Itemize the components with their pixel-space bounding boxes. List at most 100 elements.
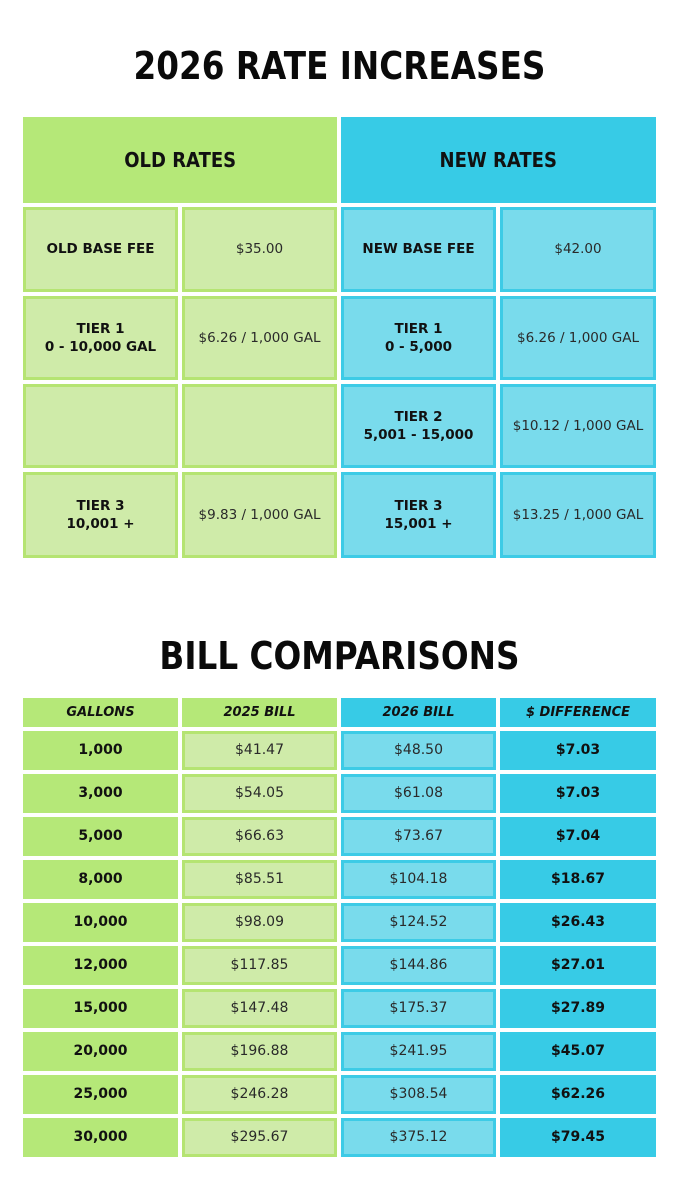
- old-rate-label: TIER 3 10,001 +: [23, 472, 178, 558]
- difference-cell: $27.01: [500, 946, 656, 985]
- new-rate-label: TIER 1 0 - 5,000: [341, 296, 496, 380]
- new-rate-value-text: $10.12 / 1,000 GAL: [512, 417, 644, 434]
- new-rate-value-text: $42.00: [554, 241, 602, 258]
- new-rate-value-text: $6.26 / 1,000 GAL: [517, 329, 639, 346]
- gallons-cell: 12,000: [23, 946, 178, 985]
- new-rate-value-text: $13.25 / 1,000 GAL: [512, 506, 644, 523]
- gallons-cell: 25,000: [23, 1075, 178, 1114]
- gallons-cell-text: 25,000: [73, 1086, 128, 1103]
- bill-2025-cell-text: $85.51: [235, 871, 284, 888]
- bill-2025-cell: $85.51: [182, 860, 337, 899]
- bill-2026-header-label: 2026 BILL: [382, 704, 455, 720]
- old-rate-value-text: $9.83 / 1,000 GAL: [198, 506, 321, 523]
- old-rate-label-line: OLD BASE FEE: [46, 241, 155, 258]
- gallons-header-label: GALLONS: [66, 704, 135, 720]
- bill-2025-cell: $295.67: [182, 1118, 337, 1157]
- gallons-cell: 1,000: [23, 731, 178, 770]
- bill-2025-cell-text: $98.09: [235, 914, 284, 931]
- bill-2025-cell: $196.88: [182, 1032, 337, 1071]
- gallons-cell: 8,000: [23, 860, 178, 899]
- difference-cell: $27.89: [500, 989, 656, 1028]
- bill-2026-cell: $144.86: [341, 946, 496, 985]
- new-rate-label: TIER 3 15,001 +: [341, 472, 496, 558]
- bill-2026-cell: $375.12: [341, 1118, 496, 1157]
- gallons-cell: 5,000: [23, 817, 178, 856]
- new-rate-label-line: NEW BASE FEE: [362, 241, 475, 258]
- old-rate-value-text: $35.00: [235, 241, 284, 258]
- old-rate-label-line: TIER 1: [76, 320, 125, 337]
- bill-2025-cell-text: $66.63: [235, 828, 284, 845]
- difference-cell-text: $7.03: [555, 742, 601, 759]
- gallons-cell: 10,000: [23, 903, 178, 942]
- gallons-cell: 3,000: [23, 774, 178, 813]
- bill-2025-cell: $246.28: [182, 1075, 337, 1114]
- bill-2025-cell: $54.05: [182, 774, 337, 813]
- difference-cell: $79.45: [500, 1118, 656, 1157]
- difference-cell: $7.03: [500, 731, 656, 770]
- gallons-cell-text: 3,000: [78, 785, 123, 802]
- bill-2025-cell: $41.47: [182, 731, 337, 770]
- new-rate-value: $10.12 / 1,000 GAL: [500, 384, 656, 468]
- difference-header-label: $ DIFFERENCE: [525, 704, 631, 720]
- difference-cell-text: $7.04: [555, 828, 601, 845]
- difference-cell-text: $62.26: [550, 1086, 606, 1103]
- old-rate-label-line: TIER 3: [76, 497, 125, 514]
- bill-2025-cell-text: $295.67: [230, 1129, 289, 1146]
- bill-2025-cell-text: $196.88: [230, 1043, 289, 1060]
- new-rate-value: $42.00: [500, 207, 656, 292]
- bill-2025-cell: $98.09: [182, 903, 337, 942]
- bill-2026-cell-text: $375.12: [389, 1129, 448, 1146]
- old-rate-label: [23, 384, 178, 468]
- bill-2025-header-label: 2025 BILL: [223, 704, 296, 720]
- gallons-cell: 20,000: [23, 1032, 178, 1071]
- bill-2026-cell: $48.50: [341, 731, 496, 770]
- bill-2026-cell-text: $175.37: [389, 1000, 448, 1017]
- old-rate-label-line: 10,001 +: [66, 516, 135, 532]
- gallons-cell-text: 20,000: [73, 1043, 128, 1060]
- old-rate-value: $9.83 / 1,000 GAL: [182, 472, 337, 558]
- difference-cell-text: $45.07: [550, 1043, 606, 1060]
- bill-2026-cell-text: $241.95: [389, 1043, 448, 1060]
- new-rate-label-line: TIER 2: [394, 408, 443, 425]
- bill-2026-cell: $175.37: [341, 989, 496, 1028]
- gallons-cell-text: 1,000: [78, 742, 123, 759]
- old-rates-header-label: OLD RATES: [124, 147, 236, 172]
- gallons-cell-text: 5,000: [78, 828, 123, 845]
- bill-2025-cell-text: $117.85: [230, 957, 289, 974]
- old-rates-header: OLD RATES: [23, 117, 337, 203]
- old-rate-label-line: 0 - 10,000 GAL: [44, 339, 157, 355]
- bill-2026-cell: $73.67: [341, 817, 496, 856]
- bill-2025-cell-text: $246.28: [230, 1086, 289, 1103]
- new-rate-label-line: TIER 3: [394, 497, 443, 514]
- difference-cell-text: $26.43: [550, 914, 606, 931]
- bill-2025-cell: $147.48: [182, 989, 337, 1028]
- bill-2025-cell-text: $41.47: [235, 742, 284, 759]
- bill-2026-cell: $124.52: [341, 903, 496, 942]
- old-rate-label: OLD BASE FEE: [23, 207, 178, 292]
- bill-2026-cell: $61.08: [341, 774, 496, 813]
- bill-2025-cell-text: $54.05: [235, 785, 284, 802]
- gallons-cell: 15,000: [23, 989, 178, 1028]
- difference-cell: $18.67: [500, 860, 656, 899]
- bill-2026-cell-text: $73.67: [394, 828, 443, 845]
- bill-2025-header: 2025 BILL: [182, 698, 337, 727]
- gallons-cell-text: 10,000: [73, 914, 128, 931]
- old-rate-value-text: $6.26 / 1,000 GAL: [198, 329, 321, 346]
- gallons-cell-text: 8,000: [78, 871, 123, 888]
- gallons-cell-text: 15,000: [73, 1000, 128, 1017]
- gallons-cell: 30,000: [23, 1118, 178, 1157]
- old-rate-value: [182, 384, 337, 468]
- difference-cell: $45.07: [500, 1032, 656, 1071]
- new-rates-header-label: NEW RATES: [439, 147, 558, 172]
- gallons-cell-text: 12,000: [73, 957, 128, 974]
- new-rate-label: TIER 2 5,001 - 15,000: [341, 384, 496, 468]
- new-rate-value: $13.25 / 1,000 GAL: [500, 472, 656, 558]
- gallons-header: GALLONS: [23, 698, 178, 727]
- difference-cell-text: $79.45: [550, 1129, 606, 1146]
- bill-2026-header: 2026 BILL: [341, 698, 496, 727]
- bill-2026-cell: $104.18: [341, 860, 496, 899]
- bill-comparisons-title: BILL COMPARISONS: [159, 634, 520, 678]
- new-rate-label-line: 0 - 5,000: [384, 339, 453, 355]
- new-rate-label-line: 5,001 - 15,000: [363, 427, 474, 443]
- new-rates-header: NEW RATES: [341, 117, 656, 203]
